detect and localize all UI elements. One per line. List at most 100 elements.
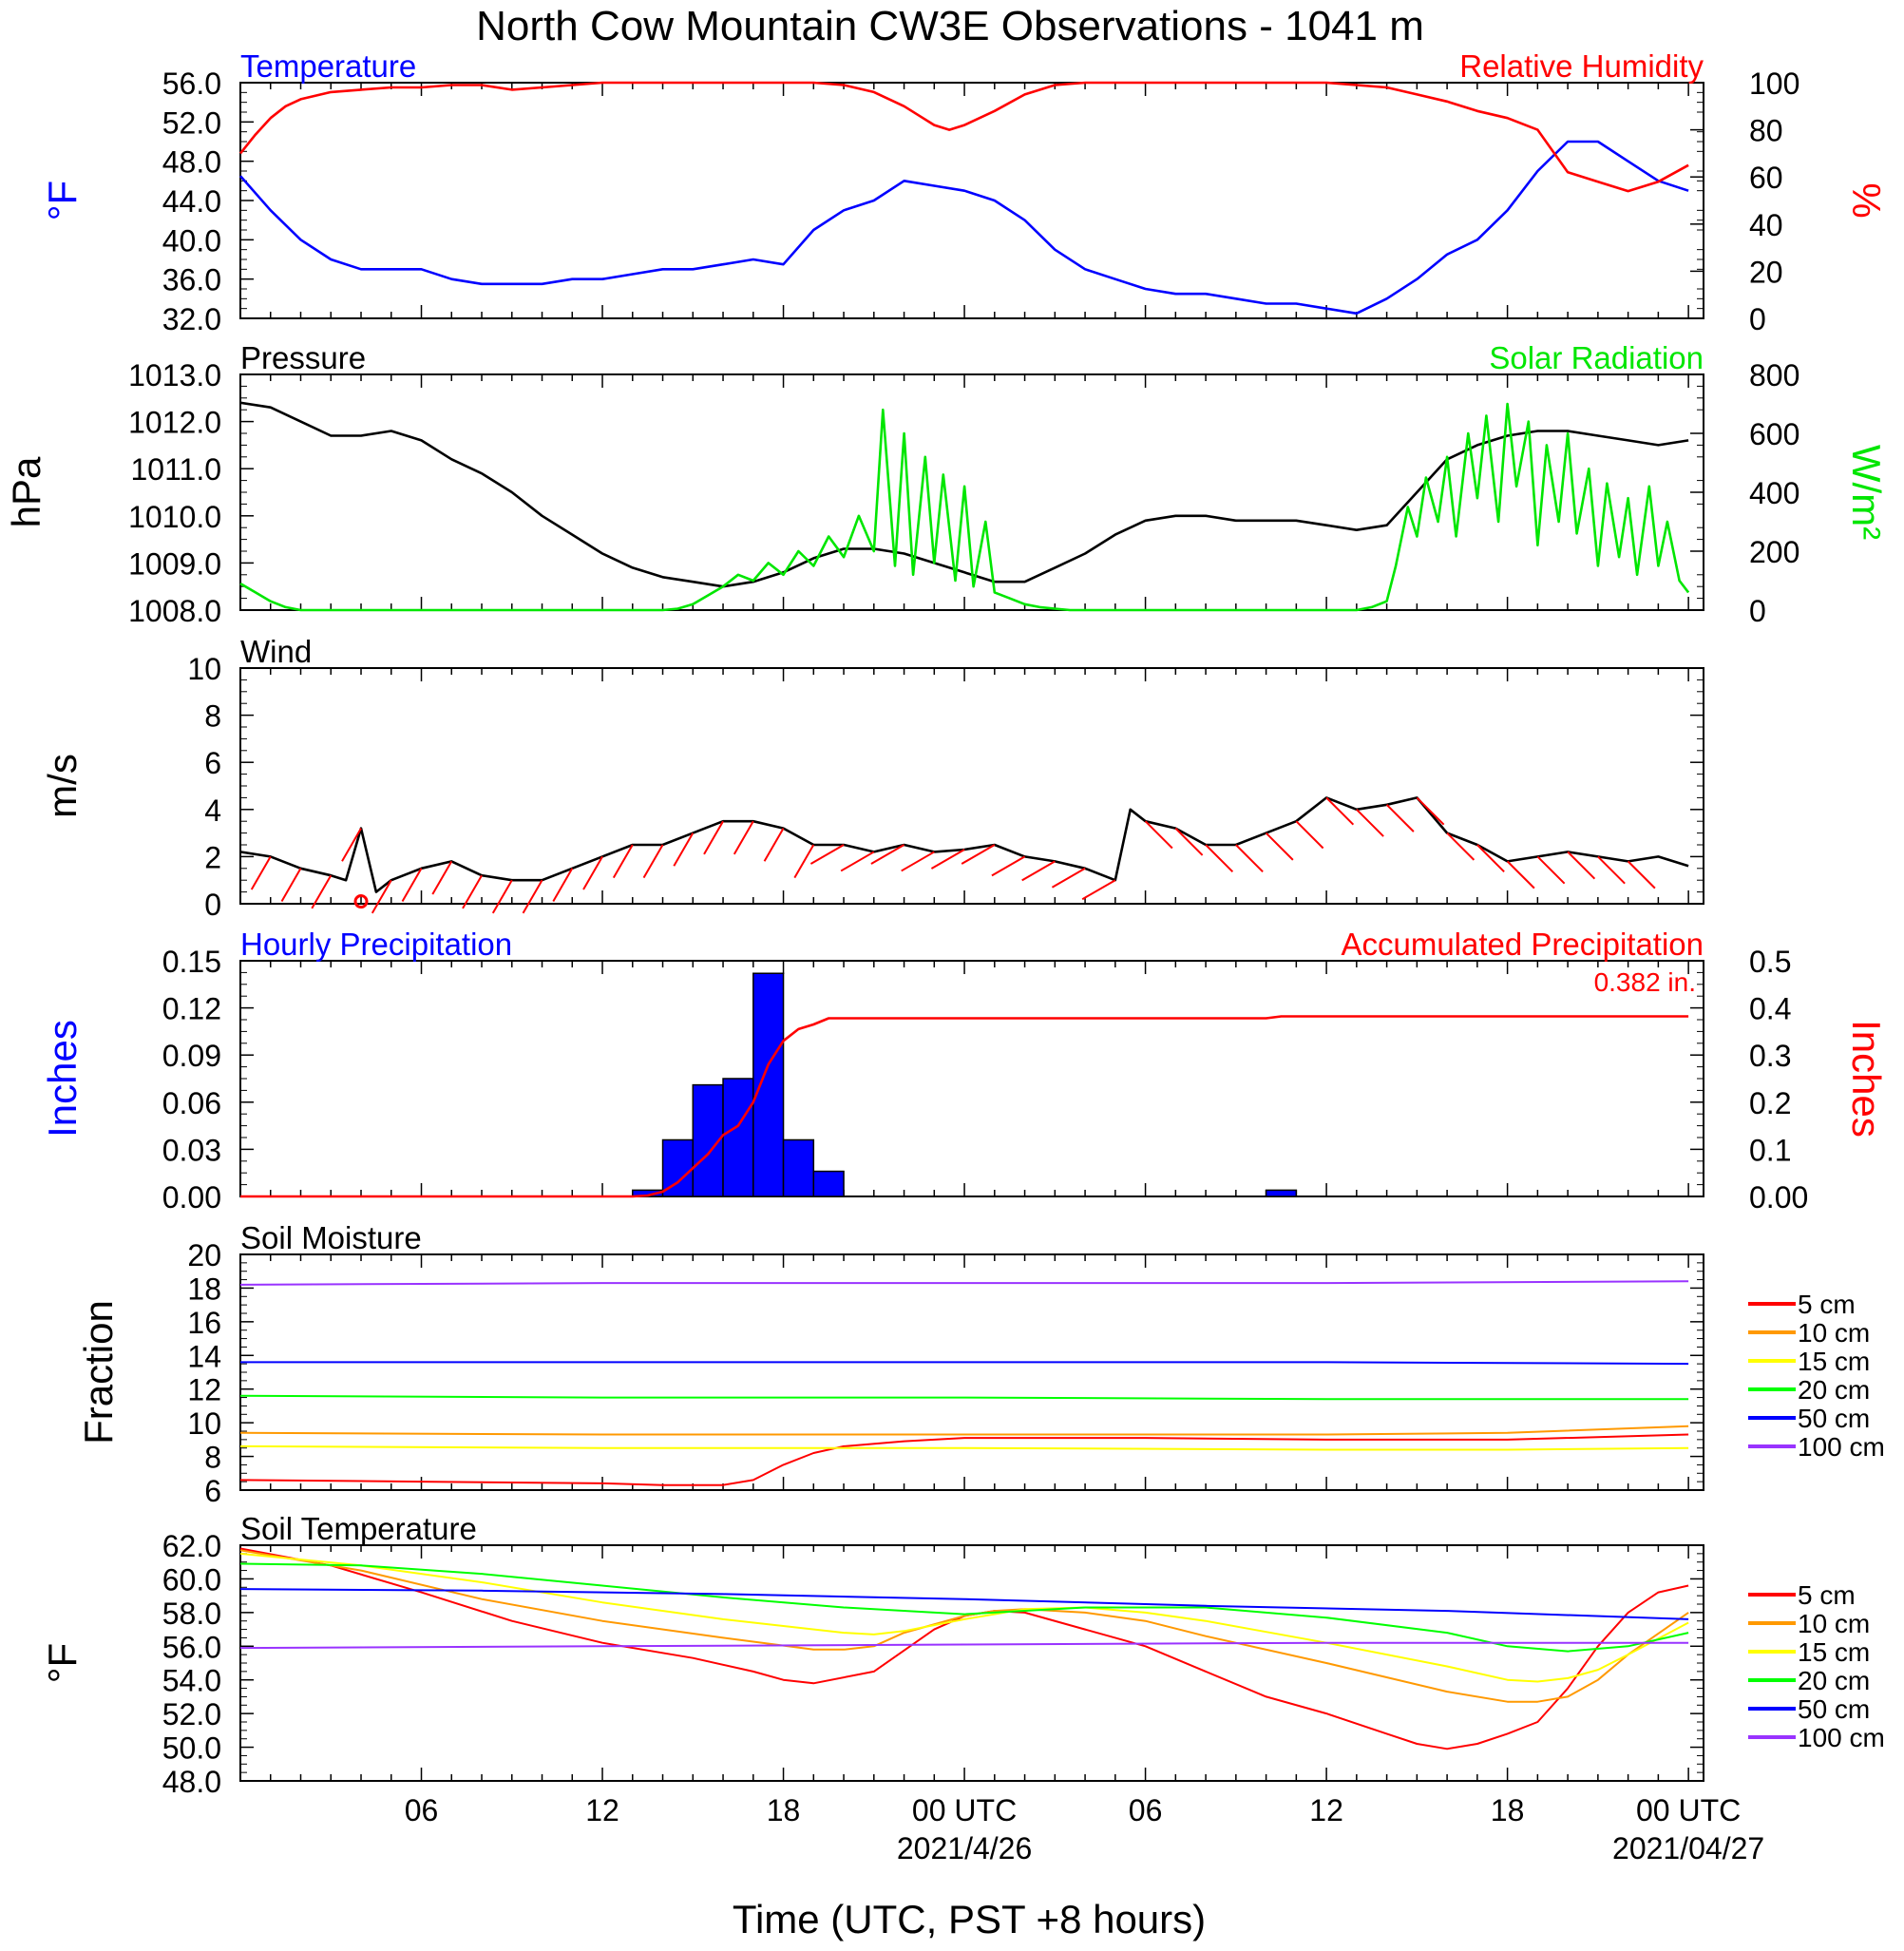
- wind-series-wind: [239, 796, 1689, 893]
- soilm-series-5-cm: [239, 1433, 1689, 1486]
- wind-barb: [1051, 867, 1086, 889]
- pressure-series-solar-radiation: [239, 402, 1690, 612]
- temp-y-tick-label-left: 40.0: [162, 223, 221, 258]
- soilt-y-tick-label-left: 58.0: [162, 1597, 221, 1631]
- panel-temp: 56.0 52.0 48.0 44.0 40.0 36.0 32.0 100 80 60 40 20 0…: [40, 48, 1889, 336]
- soilt-series-100-cm: [239, 1641, 1689, 1650]
- wind-barb: [1597, 855, 1626, 885]
- temp-y-tick-label-left: 36.0: [162, 263, 221, 297]
- precip-bar: [1265, 1189, 1298, 1197]
- wind-barb: [1144, 820, 1173, 850]
- wind-barb: [462, 874, 483, 909]
- wind-barb: [311, 874, 333, 909]
- panel-precip: 0.15 0.12 0.09 0.06 0.03 0.00 0.5 0.4 0.3 0.2 0.1 0…: [40, 927, 1889, 1215]
- soilt-legend-label: 100 cm: [1798, 1723, 1885, 1752]
- precip-y-tick-label-left: 0.12: [162, 992, 221, 1026]
- temp-y-tick-label-left: 52.0: [162, 105, 221, 140]
- soilm-series-15-cm: [239, 1444, 1689, 1451]
- wind-barb: [1356, 809, 1384, 837]
- wind-barb: [1081, 879, 1116, 901]
- precip-y-tick-label-right: 0.3: [1749, 1039, 1791, 1073]
- soilm-y-tick-label-left: 20: [187, 1238, 221, 1272]
- soilt-legend-label: 5 cm: [1798, 1580, 1856, 1610]
- soilt-y-tick-label-left: 62.0: [162, 1529, 221, 1563]
- soilm-y-tick-label-left: 6: [204, 1474, 221, 1508]
- soilm-legend-label: 10 cm: [1798, 1318, 1870, 1348]
- wind-barb: [1385, 804, 1415, 832]
- soilm-legend-label: 100 cm: [1798, 1432, 1885, 1462]
- precip-series-accumulated-precipitation: [240, 1015, 1689, 1198]
- x-tick-label: 12: [1309, 1793, 1343, 1827]
- precip-y-tick-label-right: 0.4: [1749, 992, 1791, 1026]
- wind-barb: [809, 844, 845, 865]
- panel-soilt: 62.060.058.056.054.052.050.048.0 Soil Tem…: [40, 1511, 1885, 1799]
- precip-y-tick-label-left: 0.09: [162, 1039, 221, 1073]
- pressure-title-left: Pressure: [240, 340, 366, 375]
- wind-y-label-left: m/s: [40, 754, 85, 818]
- wind-y-tick-label-left: 6: [204, 746, 221, 780]
- temp-y-label-left: °F: [40, 181, 85, 220]
- soilm-y-tick-label-left: 16: [187, 1306, 221, 1340]
- wind-y-tick-label-left: 4: [204, 794, 221, 828]
- soilt-y-tick-label-left: 52.0: [162, 1697, 221, 1731]
- calm-wind-marker: [353, 894, 369, 909]
- wind-barb: [642, 844, 664, 879]
- temp-title-right: Relative Humidity: [1459, 48, 1704, 84]
- soilm-legend-label: 15 cm: [1798, 1347, 1870, 1376]
- wind-barb: [763, 828, 785, 862]
- soilt-legend-label: 15 cm: [1798, 1637, 1870, 1667]
- x-tick-label: 06: [405, 1793, 439, 1827]
- wind-barb: [733, 820, 754, 855]
- soilt-y-tick-label-left: 50.0: [162, 1731, 221, 1766]
- temp-y-tick-label-right: 0: [1749, 302, 1766, 336]
- soilm-legend-label: 50 cm: [1798, 1404, 1870, 1433]
- wind-barb: [371, 879, 392, 914]
- wind-y-tick-label-left: 8: [204, 699, 221, 734]
- wind-barb: [1174, 827, 1204, 856]
- precip-y-tick-label-left: 0.06: [162, 1086, 221, 1120]
- pressure-y-tick-label-left: 1009.0: [128, 546, 221, 581]
- soilt-series-50-cm: [239, 1588, 1689, 1620]
- precip-y-tick-label-right: 0.2: [1749, 1086, 1791, 1120]
- wind-barb: [930, 849, 965, 870]
- wind-barb: [1325, 796, 1355, 826]
- wind-barb: [1295, 820, 1324, 850]
- wind-barb: [280, 868, 302, 902]
- precip-title-left: Hourly Precipitation: [240, 927, 512, 962]
- pressure-y-label-right: W/m²: [1844, 445, 1889, 540]
- wind-barb: [1627, 860, 1656, 889]
- precip-bar: [752, 972, 785, 1197]
- soilm-y-tick-label-left: 10: [187, 1406, 221, 1441]
- wind-barb: [1205, 844, 1234, 872]
- soilm-y-tick-label-left: 14: [187, 1339, 221, 1373]
- wind-barb: [840, 851, 875, 872]
- temp-y-tick-label-left: 48.0: [162, 145, 221, 180]
- temp-series-relative-humidity: [238, 81, 1689, 193]
- wind-barb: [1021, 860, 1056, 882]
- x-tick-label: 00 UTC: [1636, 1793, 1741, 1827]
- x-tick-date: 2021/4/26: [897, 1831, 1032, 1865]
- soilt-legend-label: 10 cm: [1798, 1609, 1870, 1638]
- wind-barb: [870, 844, 905, 865]
- figure-title: North Cow Mountain CW3E Observations - 1…: [476, 3, 1424, 49]
- soilt-y-tick-label-left: 48.0: [162, 1765, 221, 1799]
- soilt-legend-label: 20 cm: [1798, 1666, 1870, 1695]
- pressure-y-tick-label-left: 1012.0: [128, 406, 221, 440]
- x-tick-label: 06: [1129, 1793, 1163, 1827]
- soilt-y-label-left: °F: [40, 1643, 85, 1683]
- soilm-y-tick-label-left: 12: [187, 1373, 221, 1407]
- temp-y-tick-label-right: 100: [1749, 67, 1799, 101]
- x-tick-label: 18: [767, 1793, 801, 1827]
- wind-barb: [552, 868, 574, 902]
- wind-barb: [1235, 844, 1264, 872]
- pressure-y-tick-label-right: 0: [1749, 594, 1766, 628]
- x-axis: 06 12 18 00 UTC 2021/4/26 06 12 18 00 UTC 2021/04…: [405, 1793, 1764, 1865]
- precip-y-tick-label-left: 0.15: [162, 945, 221, 979]
- precip-y-label-right: Inches: [1844, 1020, 1889, 1138]
- panel-wind: 10 8 6 4 2 0 Wind m/s: [40, 634, 1704, 922]
- panels: 56.052.048.044.040.036.032.0100806040200…: [4, 48, 1889, 1799]
- precip-y-tick-label-left: 0.03: [162, 1133, 221, 1167]
- wind-barb: [703, 820, 724, 855]
